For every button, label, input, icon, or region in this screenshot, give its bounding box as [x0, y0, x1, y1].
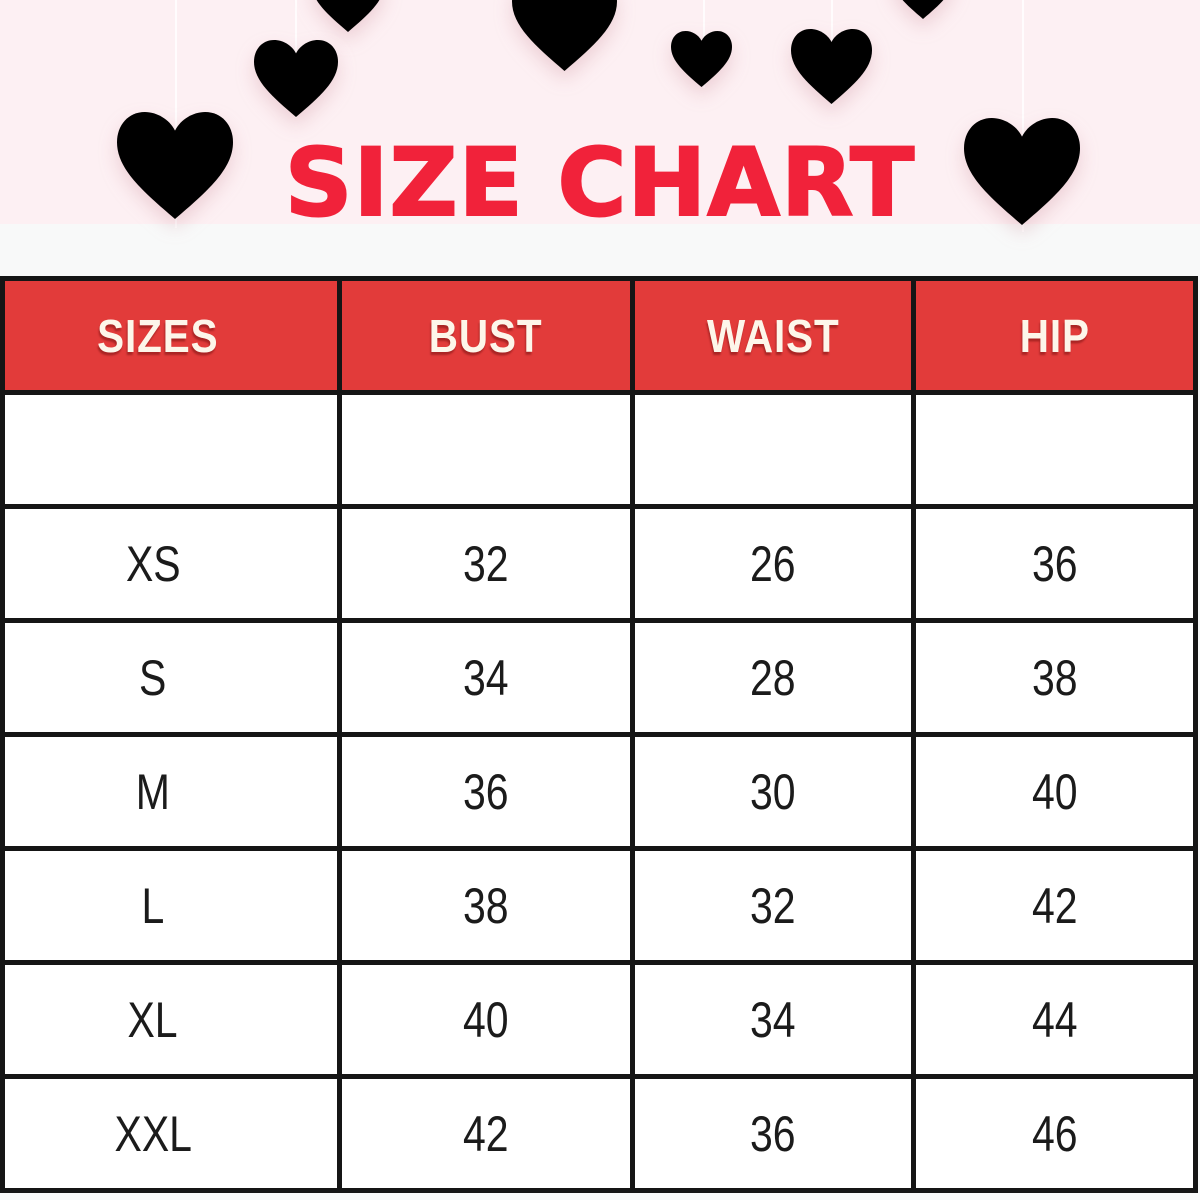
size-cell: XS [0, 504, 342, 623]
hip-cell: 36 [911, 504, 1198, 623]
hip-cell: 40 [911, 732, 1198, 851]
hanging-heart-red-icon [671, 31, 732, 87]
hanging-heart-pink-icon [791, 29, 872, 104]
hip-column-header: HIP [911, 276, 1198, 395]
bust-cell: 36 [337, 732, 635, 851]
bust-cell [337, 390, 635, 509]
hip-cell: 46 [911, 1074, 1198, 1193]
waist-cell: 30 [630, 732, 916, 851]
hanging-string [175, 0, 177, 228]
bust-cell: 32 [337, 504, 635, 623]
table-row-l: L 38 32 42 [0, 846, 1198, 965]
hanging-heart-white-icon [312, 0, 384, 32]
banner [0, 0, 1200, 232]
waist-cell: 28 [630, 618, 916, 737]
hip-cell: 44 [911, 960, 1198, 1079]
bust-column-header: BUST [337, 276, 635, 395]
bust-cell: 40 [337, 960, 635, 1079]
table-row-xl: XL 40 34 44 [0, 960, 1198, 1079]
bust-cell: 34 [337, 618, 635, 737]
hanging-heart-white-icon [893, 0, 953, 19]
hip-cell: 38 [911, 618, 1198, 737]
table-header-row: SIZES BUST WAIST HIP [0, 276, 1198, 395]
size-cell: S [0, 618, 342, 737]
size-cell: M [0, 732, 342, 851]
hip-cell: 42 [911, 846, 1198, 965]
hanging-heart-pink-icon [512, 0, 617, 71]
bust-cell: 42 [337, 1074, 635, 1193]
size-chart-table: SIZES BUST WAIST HIP XS 32 26 36 S 34 [0, 276, 1198, 1193]
table-row-empty [0, 390, 1198, 509]
size-cell: L [0, 846, 342, 965]
hip-cell [911, 390, 1198, 509]
table-row-xxl: XXL 42 36 46 [0, 1074, 1198, 1193]
size-cell: XL [0, 960, 342, 1079]
waist-cell: 26 [630, 504, 916, 623]
waist-column-header: WAIST [630, 276, 916, 395]
table-row-xs: XS 32 26 36 [0, 504, 1198, 623]
waist-cell: 36 [630, 1074, 916, 1193]
hanging-heart-pink-icon [254, 40, 338, 117]
table-row-s: S 34 28 38 [0, 618, 1198, 737]
size-cell [0, 390, 342, 509]
waist-cell: 34 [630, 960, 916, 1079]
bust-cell: 38 [337, 846, 635, 965]
size-cell: XXL [0, 1074, 342, 1193]
hanging-string [1022, 0, 1024, 232]
sizes-column-header: SIZES [0, 276, 342, 395]
page-title: SIZE CHART [284, 129, 916, 238]
waist-cell [630, 390, 916, 509]
table-row-m: M 36 30 40 [0, 732, 1198, 851]
waist-cell: 32 [630, 846, 916, 965]
